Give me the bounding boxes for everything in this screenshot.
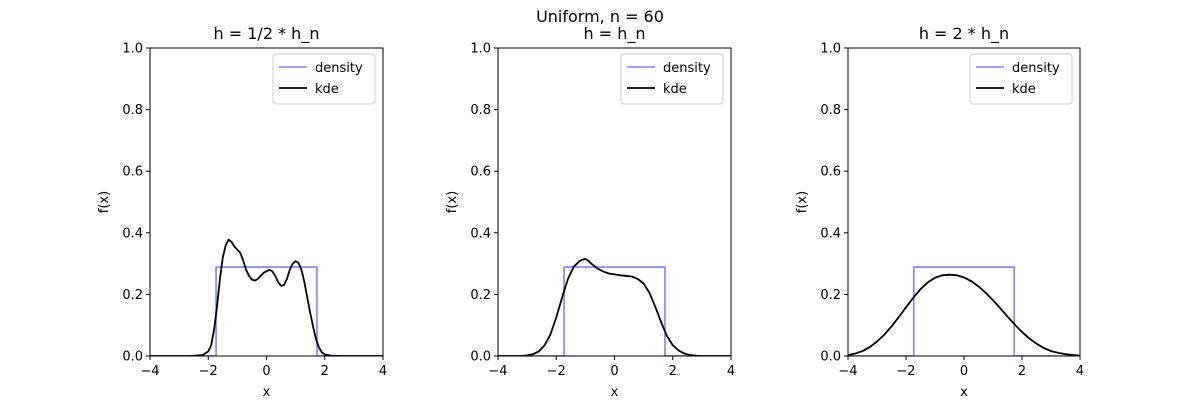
legend-label-kde: kde	[663, 82, 687, 97]
subplot-title: h = 2 * h_n	[919, 24, 1009, 44]
legend-label-kde: kde	[1012, 82, 1036, 97]
x-tick-label: 4	[1076, 364, 1084, 379]
figure-suptitle: Uniform, n = 60	[536, 7, 664, 26]
x-tick-label: 0	[262, 364, 270, 379]
x-tick-label: 2	[669, 364, 677, 379]
y-tick-label: 1.0	[820, 42, 841, 57]
subplot-title: h = 1/2 * h_n	[214, 24, 320, 44]
subplot-title: h = h_n	[584, 24, 646, 44]
y-tick-label: 0.4	[820, 226, 841, 241]
x-tick-label: −4	[488, 364, 507, 379]
subplots: −4 −2 0 2 4 0.0 0.2 0.4 0.6 0.8 1.0 h = 1/2 * h_nx f…	[97, 24, 1084, 400]
y-tick-label: 1.0	[470, 42, 491, 57]
y-tick-label: 0.6	[820, 165, 841, 180]
y-tick-label: 0.4	[122, 226, 143, 241]
y-tick-label: 0.2	[820, 288, 841, 303]
legend: density kde	[272, 53, 376, 105]
y-tick-label: 0.4	[470, 226, 491, 241]
x-tick-label: 0	[610, 364, 618, 379]
y-tick-label: 0.0	[122, 350, 143, 365]
legend: density kde	[620, 53, 724, 105]
legend-label-kde: kde	[315, 82, 339, 97]
series-line-kde	[498, 258, 731, 356]
y-tick-label: 0.0	[820, 350, 841, 365]
series-line-kde	[848, 273, 1080, 356]
x-tick-label: −2	[896, 364, 915, 379]
subplot-3: −4 −2 0 2 4 0.0 0.2 0.4 0.6 0.8 1.0 h = 2 * h_nx f(x…	[795, 24, 1084, 400]
y-tick-label: 0.0	[470, 350, 491, 365]
y-tick-label: 1.0	[122, 42, 143, 57]
y-axis-label: f(x)	[97, 191, 112, 213]
x-tick-label: 2	[1018, 364, 1026, 379]
legend-label-density: density	[663, 61, 711, 76]
subplot-2: −4 −2 0 2 4 0.0 0.2 0.4 0.6 0.8 1.0 h = h_nx f(x) den…	[445, 24, 735, 400]
x-tick-label: 4	[727, 364, 735, 379]
series-line-kde	[150, 238, 383, 356]
y-tick-label: 0.8	[820, 103, 841, 118]
subplot-1: −4 −2 0 2 4 0.0 0.2 0.4 0.6 0.8 1.0 h = 1/2 * h_nx f…	[97, 24, 387, 400]
x-axis-label: x	[611, 385, 619, 400]
series-line-density	[498, 266, 731, 356]
x-tick-label: −4	[838, 364, 857, 379]
legend-label-density: density	[315, 61, 363, 76]
x-tick-label: −4	[140, 364, 159, 379]
y-tick-label: 0.2	[122, 288, 143, 303]
y-tick-label: 0.6	[122, 165, 143, 180]
y-axis-label: f(x)	[445, 191, 460, 213]
x-axis-label: x	[960, 385, 968, 400]
y-tick-label: 0.2	[470, 288, 491, 303]
y-tick-label: 0.8	[470, 103, 491, 118]
y-tick-label: 0.8	[122, 103, 143, 118]
x-tick-label: 2	[321, 364, 329, 379]
series-line-density	[848, 266, 1080, 356]
x-tick-label: 0	[960, 364, 968, 379]
legend: density kde	[969, 53, 1073, 105]
x-axis-label: x	[263, 385, 271, 400]
legend-label-density: density	[1012, 61, 1060, 76]
x-tick-label: −2	[199, 364, 218, 379]
y-tick-label: 0.6	[470, 165, 491, 180]
x-tick-label: 4	[379, 364, 387, 379]
series-line-density	[150, 266, 383, 356]
y-axis-label: f(x)	[795, 191, 810, 213]
x-tick-label: −2	[547, 364, 566, 379]
